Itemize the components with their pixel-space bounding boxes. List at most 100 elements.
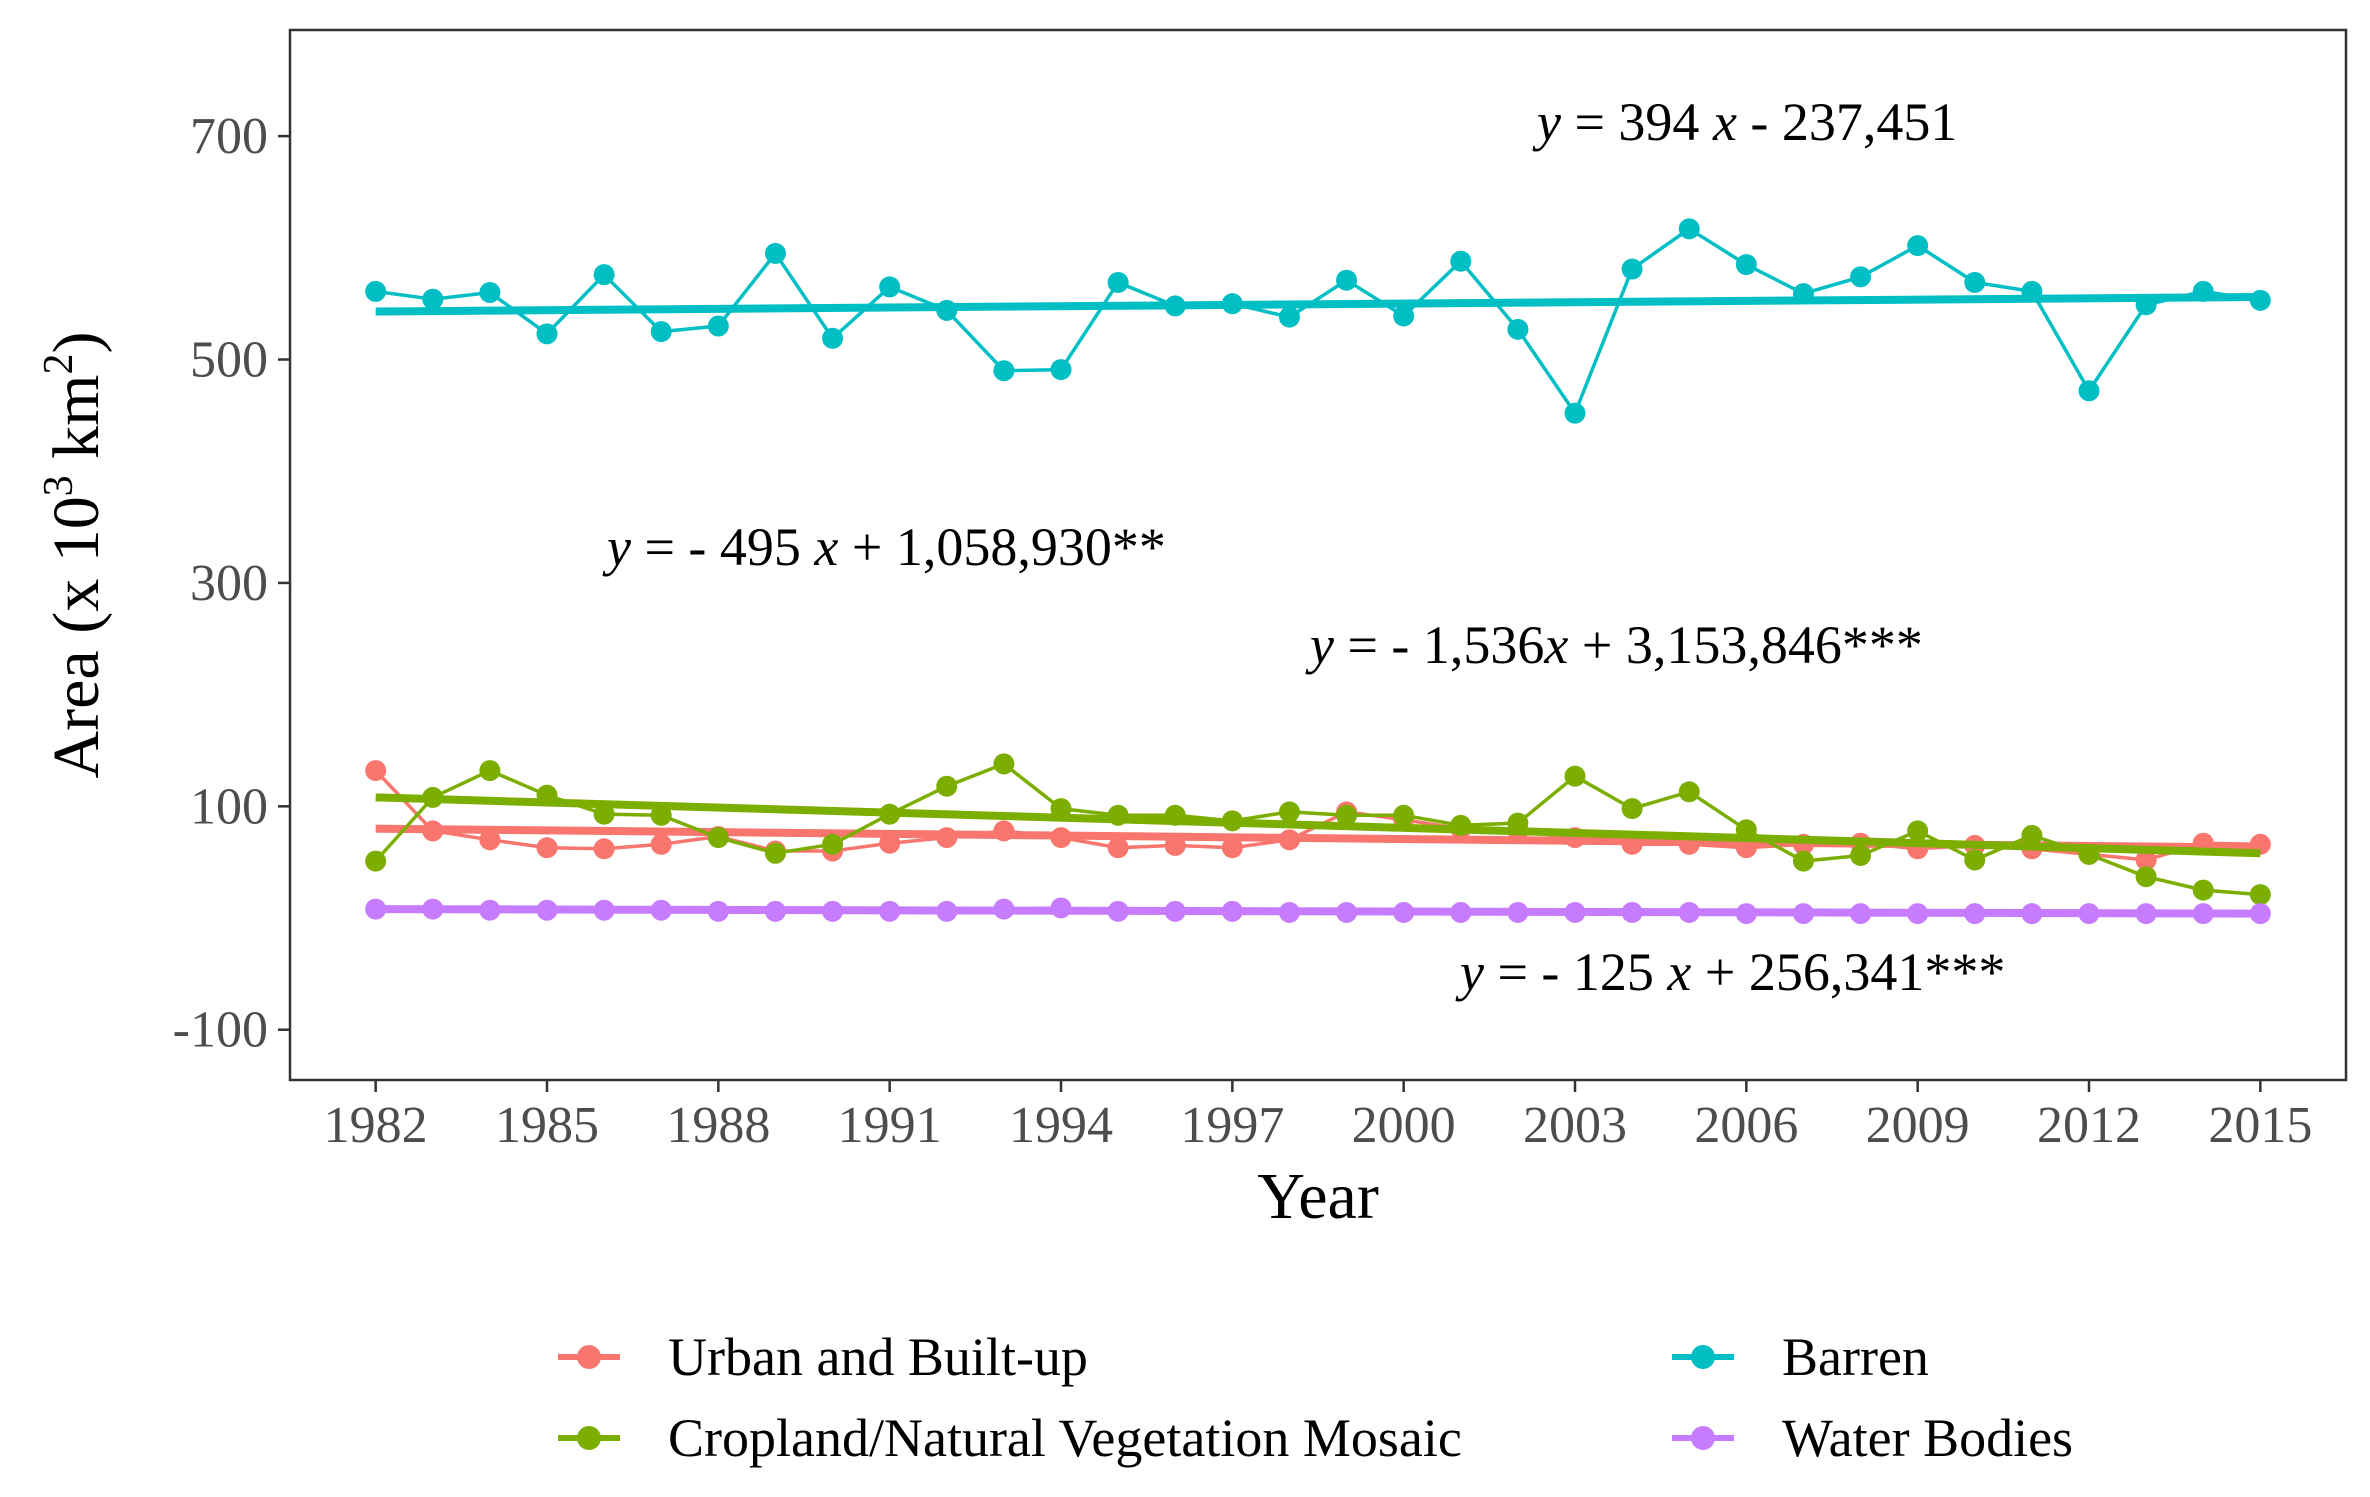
- data-point-urban-and-built-up-1995: [1107, 837, 1129, 859]
- data-point-cropland-natural-vegetation-mosaic-2007: [1792, 850, 1814, 872]
- x-tick-label-2000: 2000: [1352, 1097, 1456, 1154]
- x-tick-label-2009: 2009: [1866, 1097, 1970, 1154]
- data-point-barren-1988: [707, 315, 729, 337]
- equation-water: y = - 125 x + 256,341***: [1455, 942, 2005, 1002]
- legend-item-urban-and-built-up: Urban and Built-up: [558, 1327, 1088, 1387]
- data-point-urban-and-built-up-1991: [879, 832, 901, 854]
- data-point-barren-1984: [479, 282, 501, 303]
- data-point-barren-1993: [993, 360, 1015, 382]
- data-point-cropland-natural-vegetation-mosaic-2003: [1564, 765, 1586, 787]
- x-axis-title: Year: [1257, 1160, 1379, 1233]
- x-tick-label-1988: 1988: [666, 1097, 770, 1154]
- data-point-barren-1995: [1107, 271, 1129, 293]
- data-point-cropland-natural-vegetation-mosaic-2015: [2249, 884, 2271, 906]
- data-point-barren-1989: [764, 242, 786, 264]
- plot-marks: [365, 218, 2271, 925]
- x-tick-label-1991: 1991: [838, 1097, 942, 1154]
- data-point-barren-1991: [879, 276, 901, 298]
- x-tick-label-1997: 1997: [1180, 1097, 1284, 1154]
- data-point-barren-2001: [1450, 250, 1472, 272]
- series-line-barren: [375, 227, 2261, 415]
- y-tick-label-100: 100: [190, 778, 268, 835]
- plot-panel-border: [288, 28, 2348, 1082]
- data-point-barren-1986: [593, 264, 615, 286]
- data-point-barren-1985: [536, 323, 558, 345]
- data-point-barren-1999: [1336, 269, 1358, 291]
- data-point-cropland-natural-vegetation-mosaic-1986: [593, 803, 615, 825]
- y-axis-title: Area (x 103 km2): [36, 331, 113, 778]
- data-point-cropland-natural-vegetation-mosaic-1988: [707, 827, 729, 849]
- data-point-barren-2003: [1564, 402, 1586, 424]
- series-water-bodies: [365, 897, 2271, 925]
- y-tick-label--100: -100: [173, 1002, 268, 1059]
- data-point-cropland-natural-vegetation-mosaic-2014: [2192, 879, 2214, 901]
- legend-key-dot-cropland: [577, 1426, 601, 1450]
- data-point-cropland-natural-vegetation-mosaic-1992: [936, 775, 958, 797]
- trend-line-water-bodies: [375, 905, 2261, 918]
- data-point-urban-and-built-up-1982: [365, 760, 387, 782]
- data-point-barren-2005: [1678, 218, 1700, 240]
- x-tick-label-1985: 1985: [495, 1097, 599, 1154]
- x-tick-label-2003: 2003: [1523, 1097, 1627, 1154]
- legend-key-dot-water: [1691, 1426, 1715, 1450]
- data-point-cropland-natural-vegetation-mosaic-2013: [2135, 866, 2157, 888]
- x-tick-label-2006: 2006: [1694, 1097, 1798, 1154]
- data-point-barren-2008: [1850, 266, 1872, 288]
- data-point-urban-and-built-up-1985: [536, 837, 558, 859]
- data-point-cropland-natural-vegetation-mosaic-2008: [1850, 844, 1872, 866]
- data-point-cropland-natural-vegetation-mosaic-2005: [1678, 781, 1700, 803]
- data-point-urban-and-built-up-1987: [650, 833, 672, 855]
- equation-cropland: y = - 495 x + 1,058,930**: [602, 517, 1166, 577]
- legend-key-dot-urban: [577, 1345, 601, 1369]
- data-point-cropland-natural-vegetation-mosaic-1989: [764, 842, 786, 864]
- data-point-cropland-natural-vegetation-mosaic-1984: [479, 760, 501, 782]
- data-point-barren-1987: [650, 321, 672, 343]
- legend-label-urban: Urban and Built-up: [668, 1327, 1088, 1387]
- data-point-barren-2010: [1964, 271, 1986, 293]
- data-point-cropland-natural-vegetation-mosaic-1998: [1278, 801, 1300, 823]
- data-point-urban-and-built-up-1997: [1221, 837, 1243, 859]
- data-point-cropland-natural-vegetation-mosaic-1990: [822, 833, 844, 855]
- data-point-urban-and-built-up-1984: [479, 829, 501, 851]
- data-point-barren-1998: [1278, 306, 1300, 328]
- data-point-barren-2012: [2078, 380, 2100, 402]
- series-cropland-natural-vegetation-mosaic: [365, 753, 2271, 906]
- data-point-barren-2000: [1393, 305, 1415, 327]
- series-barren: [365, 218, 2271, 424]
- data-point-barren-2006: [1735, 254, 1757, 276]
- data-point-cropland-natural-vegetation-mosaic-1993: [993, 753, 1015, 775]
- data-point-cropland-natural-vegetation-mosaic-2004: [1621, 798, 1643, 820]
- x-tick-label-1982: 1982: [324, 1097, 428, 1154]
- y-tick-label-500: 500: [190, 332, 268, 389]
- data-point-barren-1983: [422, 288, 444, 310]
- x-tick-label-2012: 2012: [2037, 1097, 2141, 1154]
- legend-item-cropland: Cropland/Natural Vegetation Mosaic: [558, 1408, 1462, 1468]
- x-tick-label-1994: 1994: [1009, 1097, 1113, 1154]
- legend-label-barren: Barren: [1782, 1327, 1929, 1387]
- data-point-barren-2009: [1907, 235, 1929, 257]
- legend-label-water: Water Bodies: [1782, 1408, 2073, 1468]
- data-point-cropland-natural-vegetation-mosaic-2011: [2021, 824, 2043, 846]
- legend-label-cropland: Cropland/Natural Vegetation Mosaic: [668, 1408, 1462, 1468]
- data-point-cropland-natural-vegetation-mosaic-2009: [1907, 820, 1929, 842]
- data-point-urban-and-built-up-2013: [2135, 849, 2157, 871]
- legend-key-dot-barren: [1691, 1345, 1715, 1369]
- data-point-urban-and-built-up-1986: [593, 838, 615, 860]
- data-point-cropland-natural-vegetation-mosaic-1982: [365, 850, 387, 872]
- data-point-barren-2002: [1507, 318, 1529, 340]
- legend-item-barren: Barren: [1672, 1327, 1929, 1387]
- data-point-barren-1982: [365, 280, 387, 302]
- data-point-barren-1994: [1050, 359, 1072, 381]
- x-tick-label-2015: 2015: [2208, 1097, 2312, 1154]
- data-point-barren-2004: [1621, 258, 1643, 280]
- legend-item-water-bodies: Water Bodies: [1672, 1408, 2073, 1468]
- data-point-cropland-natural-vegetation-mosaic-2000: [1393, 804, 1415, 826]
- y-tick-label-300: 300: [190, 555, 268, 612]
- data-point-barren-1990: [822, 327, 844, 349]
- y-tick-label-700: 700: [190, 108, 268, 165]
- equation-urban: y = - 1,536x + 3,153,846***: [1305, 615, 1923, 675]
- data-point-cropland-natural-vegetation-mosaic-2010: [1964, 849, 1986, 871]
- data-point-cropland-natural-vegetation-mosaic-1999: [1336, 804, 1358, 826]
